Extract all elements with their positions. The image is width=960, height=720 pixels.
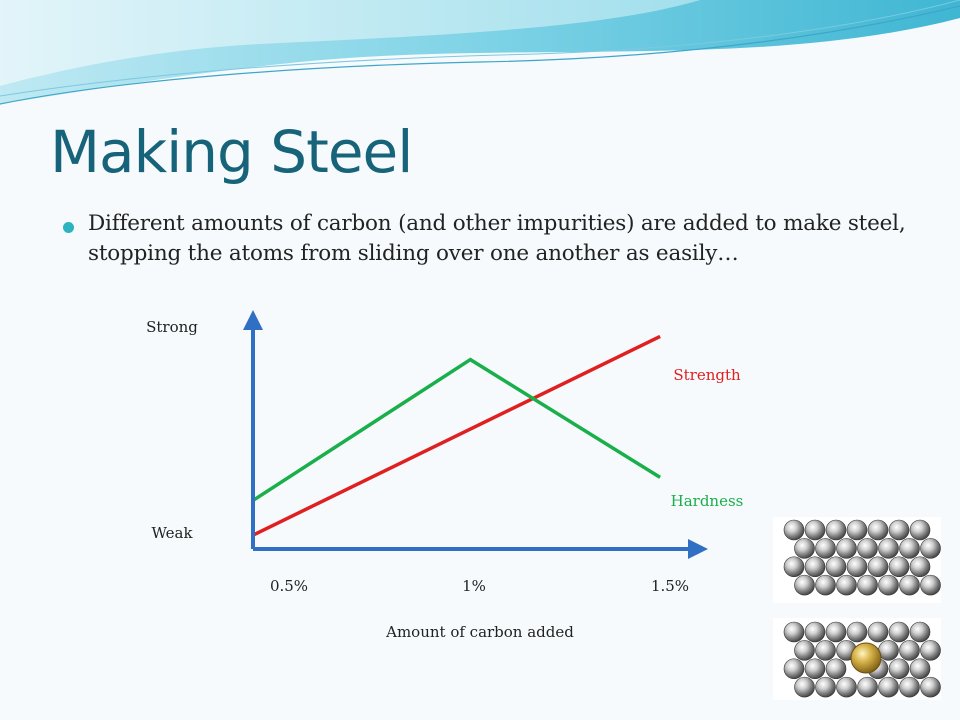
iron-atom-icon: [888, 519, 910, 541]
pure-iron-lattice: [783, 519, 941, 596]
iron-atom-icon: [804, 556, 826, 578]
iron-atom-icon: [783, 519, 805, 541]
iron-atom-icon: [794, 640, 815, 661]
iron-atom-icon: [878, 676, 899, 698]
series-layer: [252, 334, 662, 537]
iron-atom-icon: [794, 574, 815, 596]
iron-atom-icon: [846, 621, 868, 643]
series-label-strength: Strength: [673, 366, 741, 384]
iron-atom-icon: [825, 621, 847, 643]
slide-title: Making Steel: [50, 118, 413, 186]
iron-atom-icon: [783, 621, 805, 643]
iron-atom-icon: [846, 556, 868, 578]
iron-atom-icon: [920, 574, 941, 596]
series-label-hardness: Hardness: [671, 492, 744, 510]
iron-atom-icon: [888, 556, 910, 578]
iron-atom-icon: [836, 574, 857, 596]
bullet-dot: [63, 222, 74, 233]
x-axis-label: Amount of carbon added: [385, 623, 574, 641]
iron-atom-icon: [909, 519, 931, 541]
iron-atom-icon: [878, 640, 899, 661]
iron-atom-icon: [815, 676, 836, 698]
iron-atom-icon: [878, 574, 899, 596]
iron-atom-icon: [836, 538, 857, 559]
iron-atom-icon: [794, 538, 815, 559]
iron-lattice-with-carbon: [783, 621, 941, 698]
header-wave-decoration: [0, 0, 960, 105]
iron-atom-icon: [867, 556, 889, 578]
iron-atom-icon: [909, 556, 931, 578]
iron-atom-icon: [899, 574, 920, 596]
iron-atom-icon: [857, 538, 878, 559]
iron-atom-icon: [815, 538, 836, 559]
bullet-text: Different amounts of carbon (and other i…: [88, 211, 906, 266]
iron-atom-icon: [909, 658, 931, 680]
iron-atom-icon: [815, 574, 836, 596]
iron-atom-icon: [857, 574, 878, 596]
iron-atom-icon: [804, 658, 826, 680]
series-line-strength: [252, 334, 661, 537]
x-tick-label: 1.5%: [651, 577, 689, 595]
x-tick-label: 0.5%: [270, 577, 308, 595]
iron-atom-icon: [899, 676, 920, 698]
iron-atom-icon: [867, 519, 889, 541]
iron-atom-icon: [878, 538, 899, 559]
iron-atom-icon: [836, 676, 857, 698]
iron-atom-icon: [783, 658, 805, 680]
iron-atom-icon: [899, 640, 920, 661]
x-tick-label: 1%: [462, 577, 486, 595]
iron-atom-icon: [888, 621, 910, 643]
iron-atom-icon: [794, 676, 815, 698]
iron-atom-icon: [846, 519, 868, 541]
series-line-hardness: [252, 357, 662, 502]
iron-atom-icon: [857, 676, 878, 698]
carbon-atom-icon: [850, 642, 882, 674]
y-tick-label-top: Strong: [146, 318, 198, 336]
iron-atom-icon: [909, 621, 931, 643]
iron-atom-icon: [920, 538, 941, 559]
y-tick-label-bottom: Weak: [151, 524, 193, 542]
iron-atom-icon: [804, 519, 826, 541]
iron-atom-icon: [815, 640, 836, 661]
iron-atom-icon: [825, 556, 847, 578]
iron-atom-icon: [920, 676, 941, 698]
iron-atom-icon: [867, 621, 889, 643]
iron-atom-icon: [825, 658, 847, 680]
iron-atom-icon: [783, 556, 805, 578]
iron-atom-icon: [888, 658, 910, 680]
iron-atom-icon: [804, 621, 826, 643]
iron-atom-icon: [825, 519, 847, 541]
iron-atom-icon: [899, 538, 920, 559]
iron-atom-icon: [920, 640, 941, 661]
